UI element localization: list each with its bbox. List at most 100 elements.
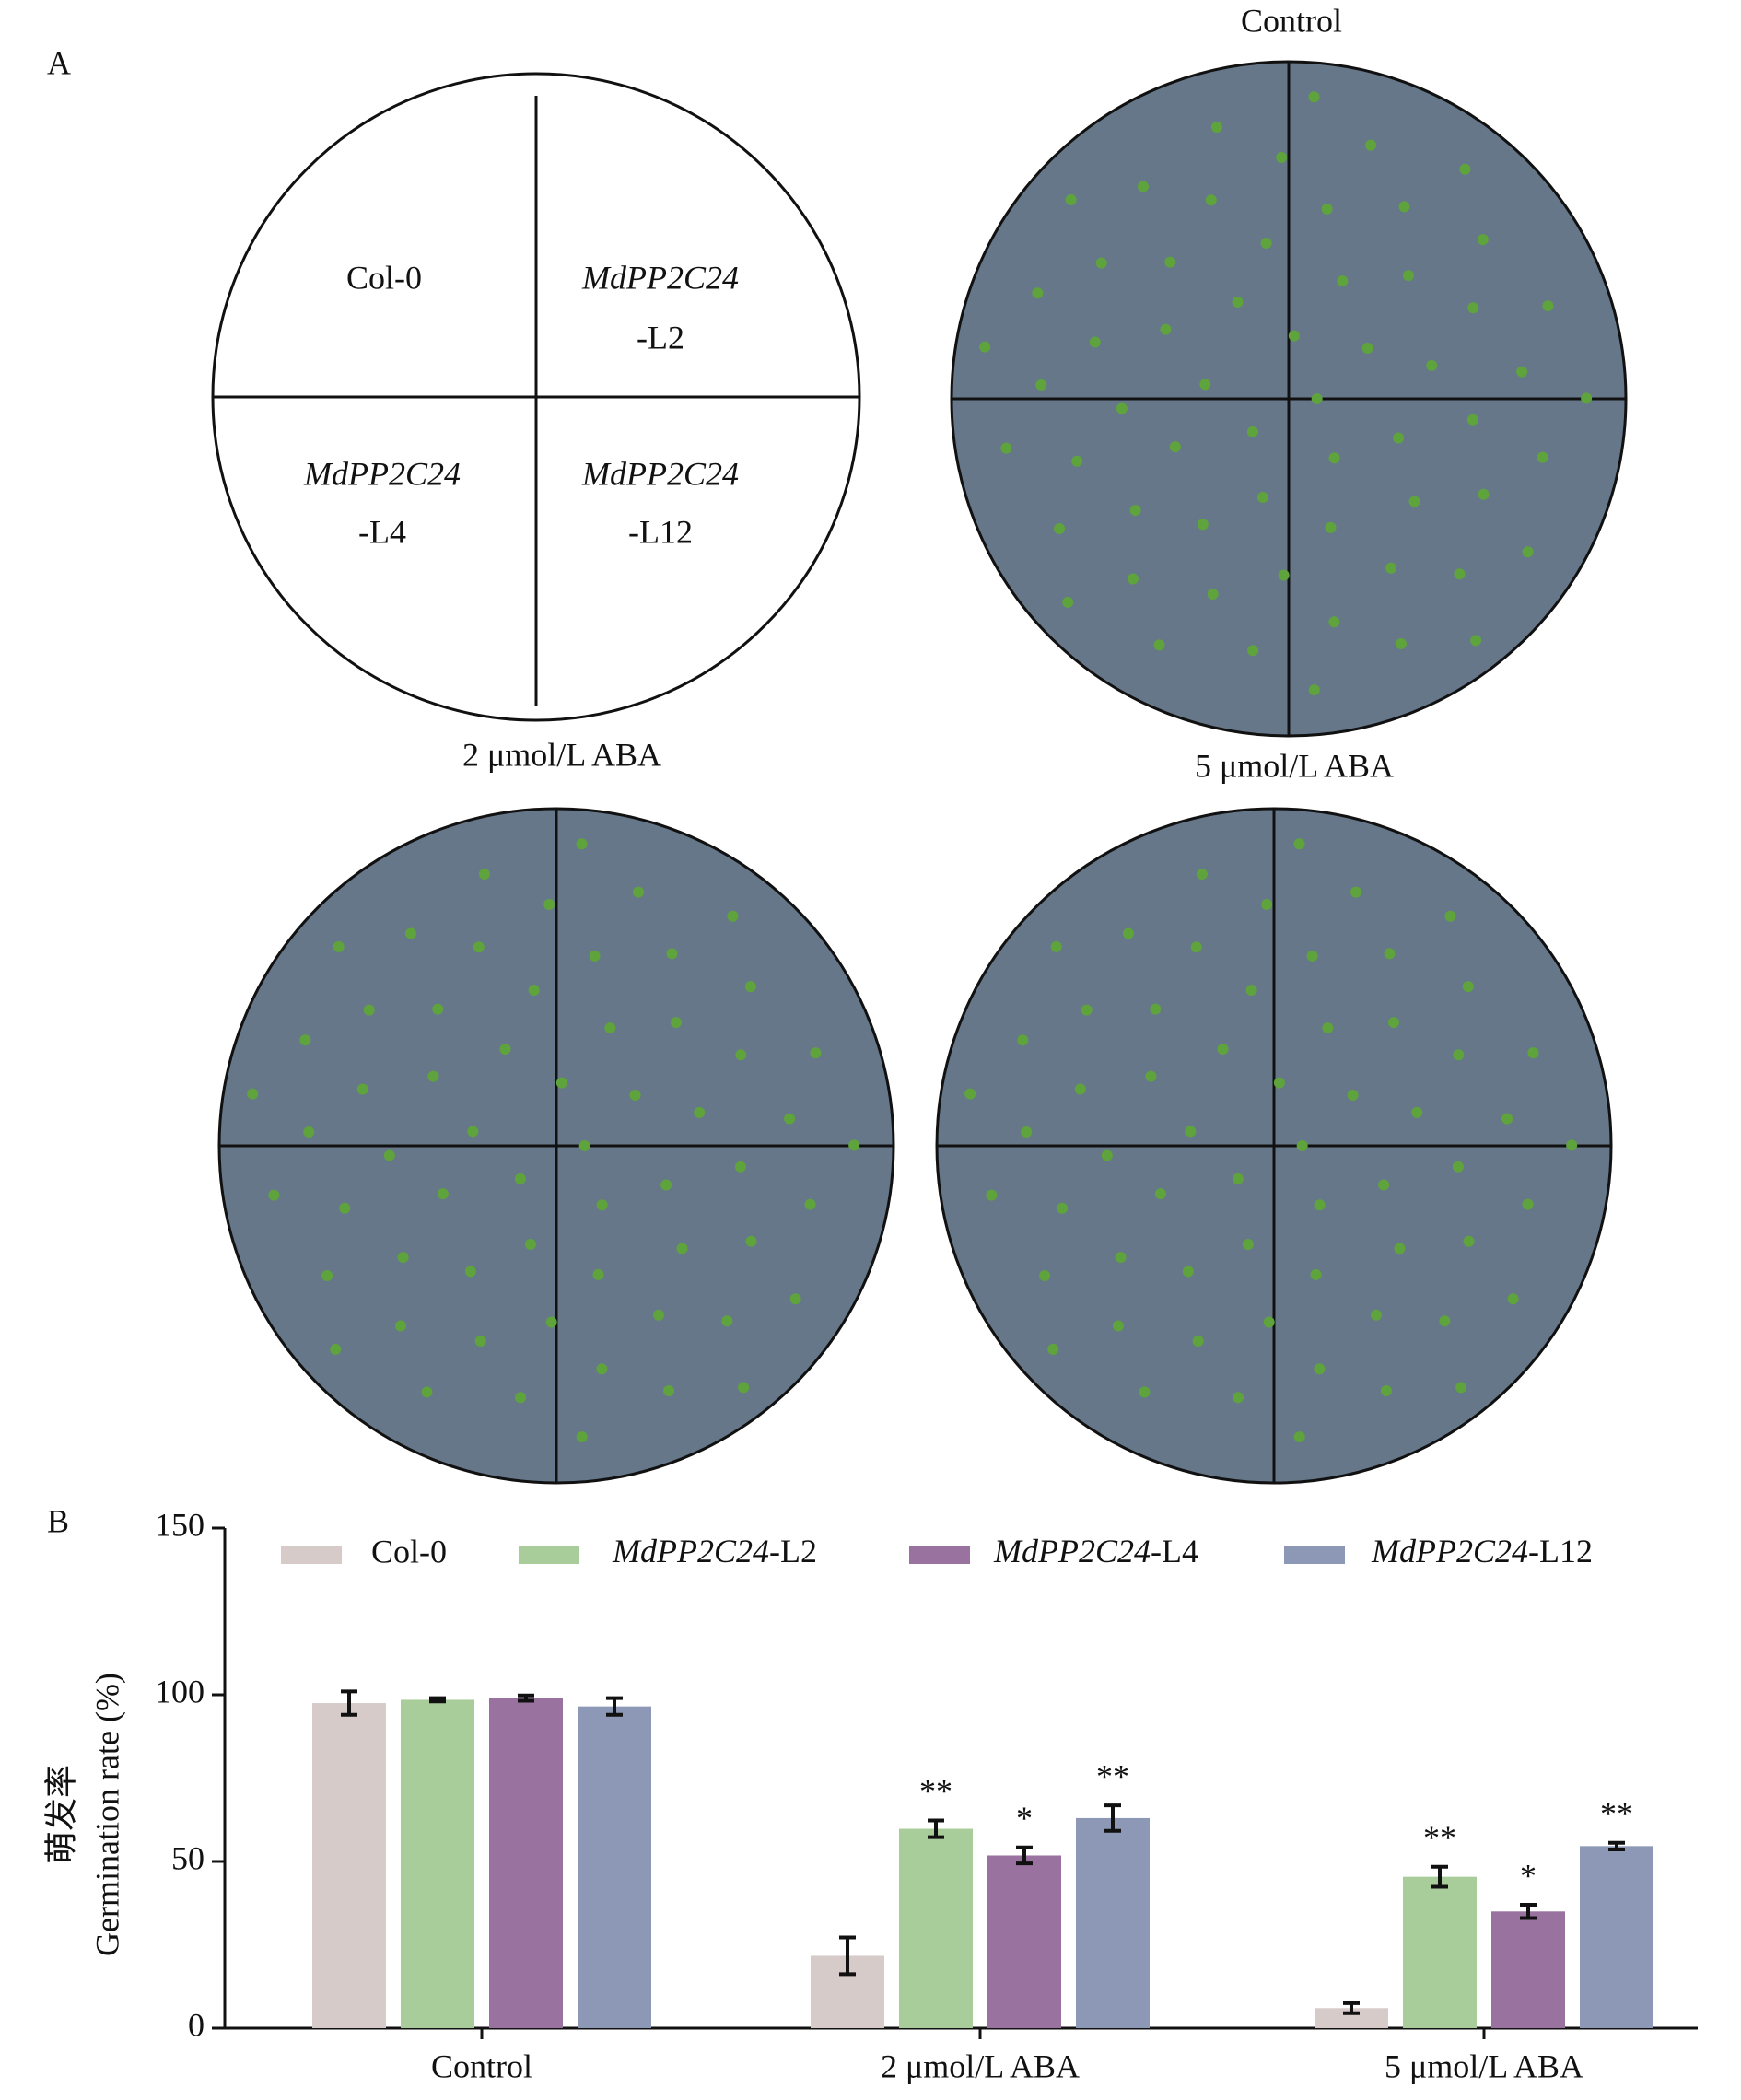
- seedling: [633, 886, 645, 898]
- seedling: [1247, 645, 1259, 657]
- seedling: [1256, 491, 1268, 503]
- y-axis-label: Germination rate (%): [88, 1673, 125, 1956]
- seedling: [528, 984, 540, 996]
- error-bar: [341, 1689, 357, 1717]
- seedling: [1542, 300, 1554, 312]
- diagram-label: MdPP2C24: [581, 259, 739, 296]
- seedling: [1361, 342, 1373, 354]
- seedling: [1122, 928, 1134, 939]
- seedling: [1197, 519, 1209, 531]
- seedling: [1017, 1034, 1029, 1046]
- significance-label: **: [919, 1773, 952, 1810]
- seedling: [545, 1316, 557, 1328]
- error-bar: [928, 1818, 944, 1839]
- legend-label: MdPP2C24-L4: [993, 1533, 1198, 1569]
- seedling: [745, 1235, 757, 1247]
- seedling: [478, 868, 490, 880]
- seedling: [1581, 392, 1593, 404]
- seedling: [653, 1309, 665, 1321]
- photo-title: Control: [1241, 2, 1342, 39]
- seedling: [784, 1113, 796, 1125]
- seedling: [1325, 521, 1337, 533]
- seedling: [1522, 1198, 1534, 1210]
- seedling: [1477, 234, 1489, 246]
- seedling: [1380, 1384, 1392, 1396]
- bar: [1076, 1817, 1150, 2028]
- legend-label: MdPP2C24-L2: [612, 1533, 817, 1569]
- error-bar: [1431, 1864, 1448, 1889]
- seedling: [1527, 1047, 1539, 1059]
- seedling: [1039, 1270, 1051, 1282]
- seedling: [1164, 256, 1176, 268]
- bar: [401, 1699, 474, 2028]
- diagram-label: -L2: [637, 319, 684, 356]
- error-bar: [606, 1696, 623, 1717]
- seedling: [303, 1126, 315, 1138]
- photos: [217, 60, 1628, 1485]
- seedling: [1463, 1235, 1475, 1247]
- diagram-label: Col-0: [346, 259, 422, 296]
- seedling: [1065, 193, 1077, 205]
- seedling: [1242, 1238, 1254, 1250]
- significance-label: **: [1096, 1757, 1129, 1794]
- seedling: [1328, 452, 1340, 464]
- diagram-label: -L12: [628, 513, 693, 550]
- seedling: [1296, 1140, 1308, 1151]
- seedling: [1074, 1083, 1086, 1095]
- seedling: [1062, 596, 1074, 608]
- seedling: [333, 940, 345, 952]
- seedling: [404, 928, 416, 939]
- seedling: [464, 1266, 476, 1278]
- seedling: [339, 1202, 351, 1214]
- bar: [899, 1828, 973, 2028]
- seedling: [1054, 523, 1066, 535]
- seedling: [394, 1320, 406, 1332]
- error-bar: [518, 1693, 534, 1703]
- seedling: [524, 1238, 536, 1250]
- legend-label: MdPP2C24-L12: [1371, 1533, 1593, 1569]
- seedling: [721, 1315, 733, 1327]
- seedling: [1137, 181, 1149, 192]
- seedling: [1129, 505, 1141, 517]
- seedling: [1071, 455, 1083, 467]
- seedling: [660, 1179, 672, 1191]
- photo-title: 5 μmol/L ABA: [1195, 747, 1394, 784]
- seedling: [1308, 91, 1320, 103]
- seedling: [1190, 941, 1202, 953]
- seedling: [1182, 1266, 1194, 1278]
- seedling: [1273, 1077, 1285, 1089]
- seedling: [1293, 838, 1305, 850]
- seedling: [596, 1199, 608, 1211]
- seedling: [735, 1049, 747, 1061]
- seedling: [1371, 1309, 1383, 1321]
- diagram-label: -L4: [358, 513, 406, 550]
- seedling: [1385, 562, 1397, 574]
- seedling: [1261, 899, 1273, 911]
- seedling: [1000, 442, 1012, 454]
- seedling: [1393, 432, 1405, 444]
- seedling: [578, 1140, 590, 1151]
- seedling: [1537, 451, 1548, 463]
- seedling: [1232, 296, 1244, 308]
- seedling: [330, 1343, 342, 1355]
- seedling: [1378, 1179, 1390, 1191]
- seedling: [1089, 336, 1101, 348]
- significance-label: **: [1423, 1819, 1456, 1856]
- seedling: [515, 1392, 527, 1404]
- error-bar: [1343, 2001, 1360, 2015]
- seedling: [789, 1293, 801, 1305]
- significance-label: **: [1600, 1795, 1633, 1832]
- seedling: [629, 1089, 641, 1101]
- seedling: [1454, 568, 1466, 580]
- seedling: [1160, 323, 1172, 335]
- seedling: [1455, 1382, 1467, 1394]
- legend-label: Col-0: [371, 1533, 447, 1569]
- panel-label: B: [47, 1502, 69, 1539]
- bar: [987, 1855, 1061, 2028]
- seedling: [1263, 1316, 1275, 1328]
- seedling: [1032, 287, 1044, 299]
- bar: [489, 1698, 563, 2028]
- seedling: [1439, 1315, 1451, 1327]
- seedling: [1453, 1049, 1465, 1061]
- seedling: [1444, 910, 1456, 922]
